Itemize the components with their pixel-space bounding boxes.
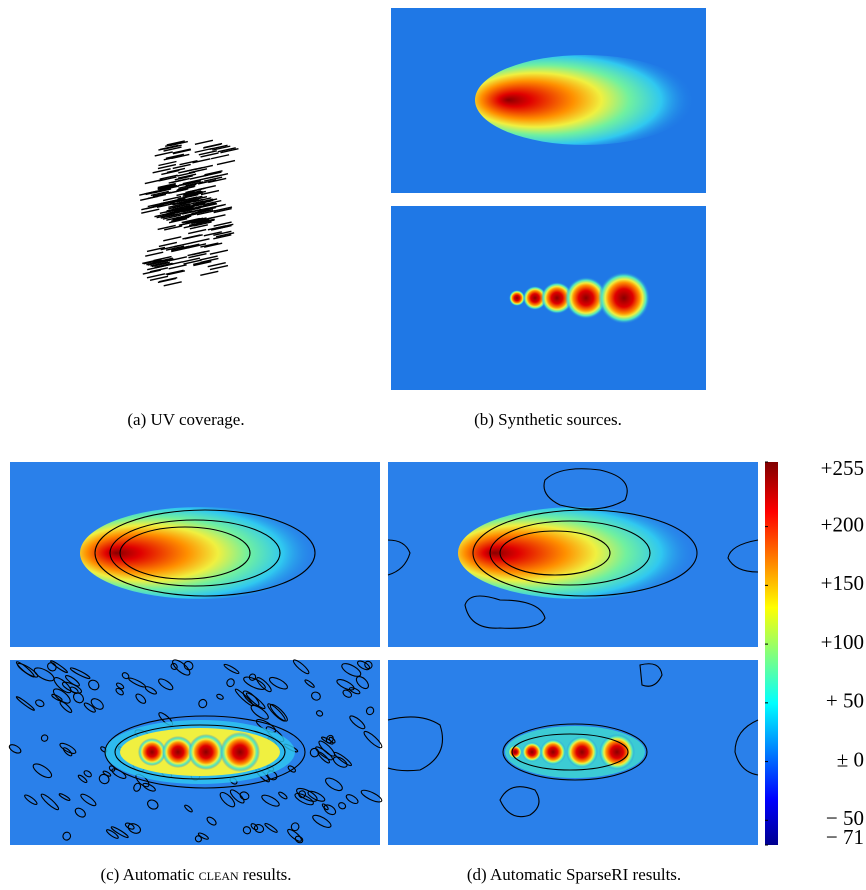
colorbar-label: ± 0 — [837, 747, 864, 771]
colorbar-label: − 71 — [826, 825, 864, 849]
colorbar-label: +200 — [821, 512, 864, 536]
uv-sample — [155, 152, 173, 156]
uv-sample — [169, 265, 187, 269]
caption: (c) Automatic clean results. — [100, 865, 291, 884]
figure: +255+200+150+100+ 50± 0− 50− 71 (a) UV c… — [0, 0, 866, 890]
uv-sample — [207, 215, 225, 219]
caption-part: (c) Automatic — [100, 865, 198, 884]
colorbar-label: +150 — [821, 571, 864, 595]
colorbar — [765, 462, 778, 845]
uv-sample — [200, 271, 218, 275]
source — [475, 55, 695, 145]
caption: (d) Automatic SparseRI results. — [467, 865, 681, 884]
uv-sample — [188, 230, 206, 234]
uv-sample — [159, 242, 177, 246]
uv-sample — [145, 252, 163, 256]
uv-sample — [195, 140, 213, 144]
colorbar-label: +100 — [821, 630, 864, 654]
uv-sample — [217, 161, 235, 165]
caption: (b) Synthetic sources. — [474, 410, 622, 429]
uv-sample — [211, 155, 229, 159]
colorbar-ticks: +255+200+150+100+ 50± 0− 50− 71 — [765, 456, 864, 849]
uv-coverage — [139, 140, 238, 286]
uv-sample — [210, 250, 228, 254]
colorbar-label: +255 — [821, 456, 864, 480]
uv-sample — [191, 239, 209, 243]
sources — [105, 716, 305, 788]
uv-sample — [185, 235, 203, 239]
colorbar-label: + 50 — [826, 689, 864, 713]
uv-sample — [163, 237, 181, 241]
caption-part: clean — [199, 865, 239, 884]
uv-sample — [164, 282, 182, 286]
source — [80, 507, 320, 599]
uv-sample — [145, 180, 163, 184]
caption-part: results. — [239, 865, 292, 884]
caption: (a) UV coverage. — [127, 410, 244, 429]
